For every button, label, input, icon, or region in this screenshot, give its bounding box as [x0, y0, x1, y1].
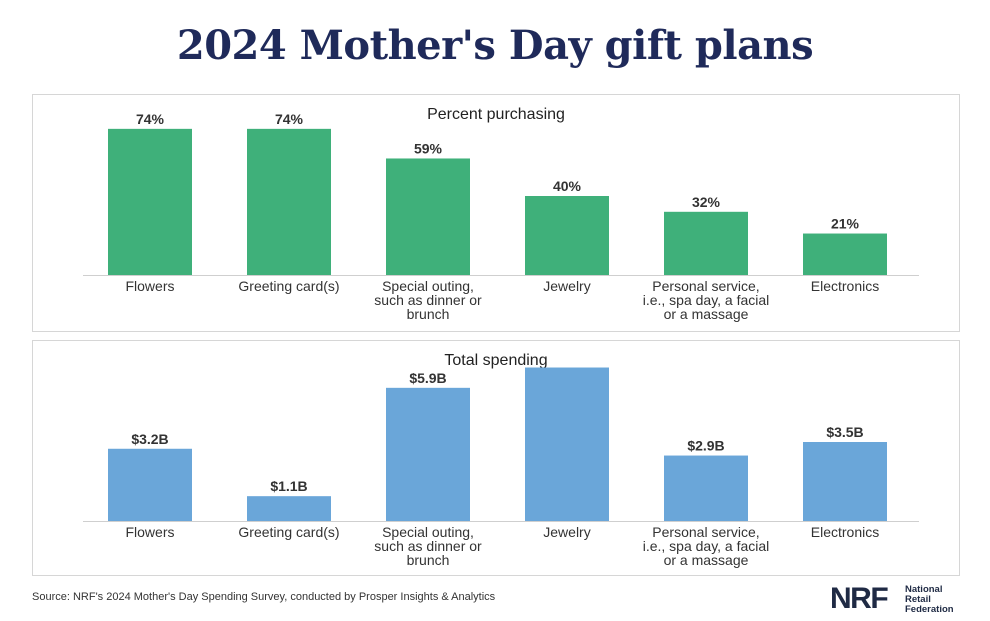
category-label: Electronics [811, 524, 879, 540]
nrf-logo-line: Retail [905, 594, 931, 605]
bar-4 [525, 196, 609, 275]
nrf-logo-line: Federation [905, 604, 954, 615]
source-note: Source: NRF's 2024 Mother's Day Spending… [32, 591, 496, 603]
total-spending-chart: Total spending $3.2B Flowers $1.1B Greeting … [83, 352, 919, 568]
total-spending-panel: Total spending $3.2B Flowers $1.1B Greeting … [32, 340, 960, 576]
chart-title: Total spending [444, 352, 547, 369]
data-label: $3.2B [131, 431, 168, 447]
chart-title: Percent purchasing [427, 106, 565, 123]
bar-3 [386, 158, 470, 275]
category-label: Greeting card(s) [238, 278, 339, 294]
category-label: Flowers [125, 524, 174, 540]
nrf-logo-mark: NRF [830, 582, 889, 615]
data-label: $3.5B [826, 424, 863, 440]
data-label: 40% [553, 178, 582, 194]
data-label: 32% [692, 194, 721, 210]
category-label: Greeting card(s) [238, 524, 339, 540]
bar-6 [803, 233, 887, 275]
nrf-logo-line: National [905, 584, 943, 595]
page-title: 2024 Mother's Day gift plans [176, 22, 814, 69]
data-label: 74% [275, 111, 304, 127]
data-label: $2.9B [687, 438, 724, 454]
category-label: Jewelry [543, 524, 590, 540]
percent-purchasing-chart: Percent purchasing 74% Flowers 74% Greeting … [83, 106, 919, 322]
category-label: Electronics [811, 278, 879, 294]
bar-6 [803, 442, 887, 521]
category-label: Personal service, i.e., spa day, a facial… [643, 278, 770, 322]
data-label: 59% [414, 140, 443, 156]
bar-2 [247, 128, 331, 275]
bar-1 [108, 448, 192, 521]
category-label: Jewelry [543, 278, 590, 294]
nrf-logo: NRF National Retail Federation [830, 584, 970, 616]
category-label: Special outing, such as dinner or brunch [374, 278, 482, 322]
data-label: 74% [136, 111, 165, 127]
bar-5 [664, 211, 748, 275]
percent-purchasing-panel: Percent purchasing 74% Flowers 74% Greeting … [32, 94, 960, 332]
nrf-logo-text: National Retail Federation [905, 585, 954, 615]
bar-5 [664, 455, 748, 521]
bar-4 [525, 367, 609, 521]
category-label: Flowers [125, 278, 174, 294]
data-label: $5.9B [409, 370, 446, 386]
bar-1 [108, 128, 192, 275]
bar-2 [247, 496, 331, 521]
bar-3 [386, 387, 470, 521]
data-label: 21% [831, 216, 860, 232]
data-label: $1.1B [270, 478, 307, 494]
category-label: Special outing, such as dinner or brunch [374, 524, 482, 568]
category-label: Personal service, i.e., spa day, a facial… [643, 524, 770, 568]
